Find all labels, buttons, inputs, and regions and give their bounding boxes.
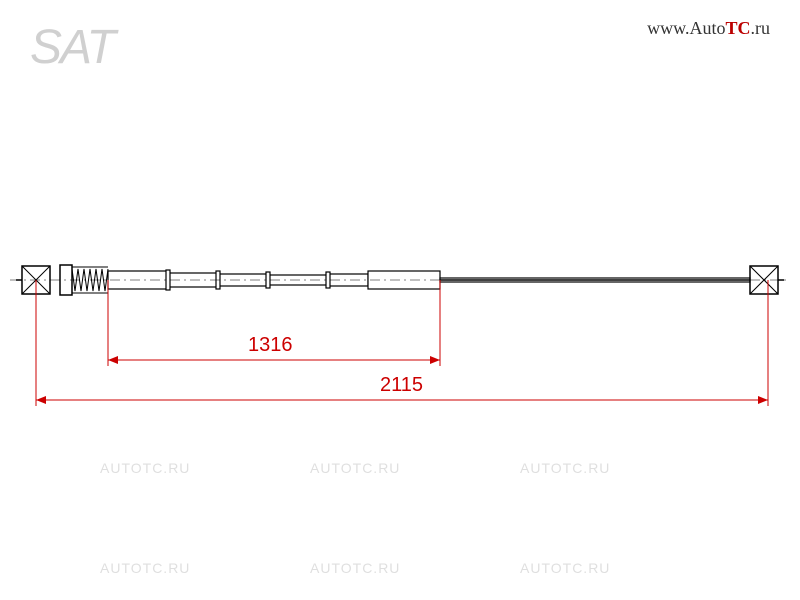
source-url: www.AutoTC.ru [647, 18, 770, 39]
sat-logo-watermark: SAT [30, 20, 114, 75]
watermark-text: AUTOTC.RU [100, 560, 190, 576]
technical-drawing-svg [0, 0, 800, 600]
watermark-text: AUTOTC.RU [100, 460, 190, 476]
watermark-text: AUTOTC.RU [310, 460, 400, 476]
watermark-text: AUTOTC.RU [520, 460, 610, 476]
drawing-canvas [0, 0, 800, 600]
watermark-text: AUTOTC.RU [520, 560, 610, 576]
url-www: www. [647, 18, 689, 38]
url-tc: TC [725, 18, 750, 38]
dimension-outer-label: 2115 [380, 374, 423, 397]
url-auto: Auto [689, 18, 725, 38]
dimension-inner-label: 1316 [248, 334, 293, 357]
url-ru: .ru [751, 18, 771, 38]
watermark-text: AUTOTC.RU [310, 560, 400, 576]
